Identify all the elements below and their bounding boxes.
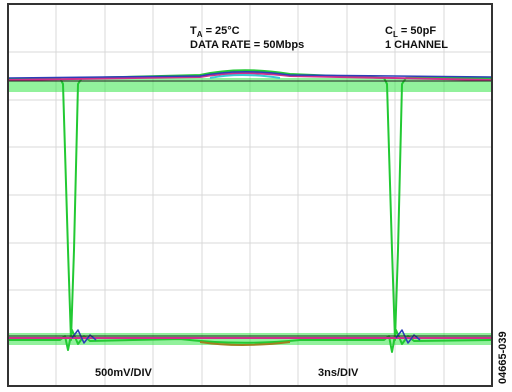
load-label: CL = 50pF [385, 25, 436, 39]
vertical-scale-label: 500mV/DIV [95, 367, 153, 379]
data-rate-label: DATA RATE = 50Mbps [190, 39, 304, 51]
horizontal-scale-label: 3ns/DIV [318, 367, 359, 379]
page: TA = 25°C DATA RATE = 50Mbps CL = 50pF 1… [0, 0, 512, 392]
channels-label: 1 CHANNEL [385, 39, 448, 51]
scope-capture: TA = 25°C DATA RATE = 50Mbps CL = 50pF 1… [0, 0, 512, 392]
figure-id: 04665-039 [497, 331, 509, 384]
